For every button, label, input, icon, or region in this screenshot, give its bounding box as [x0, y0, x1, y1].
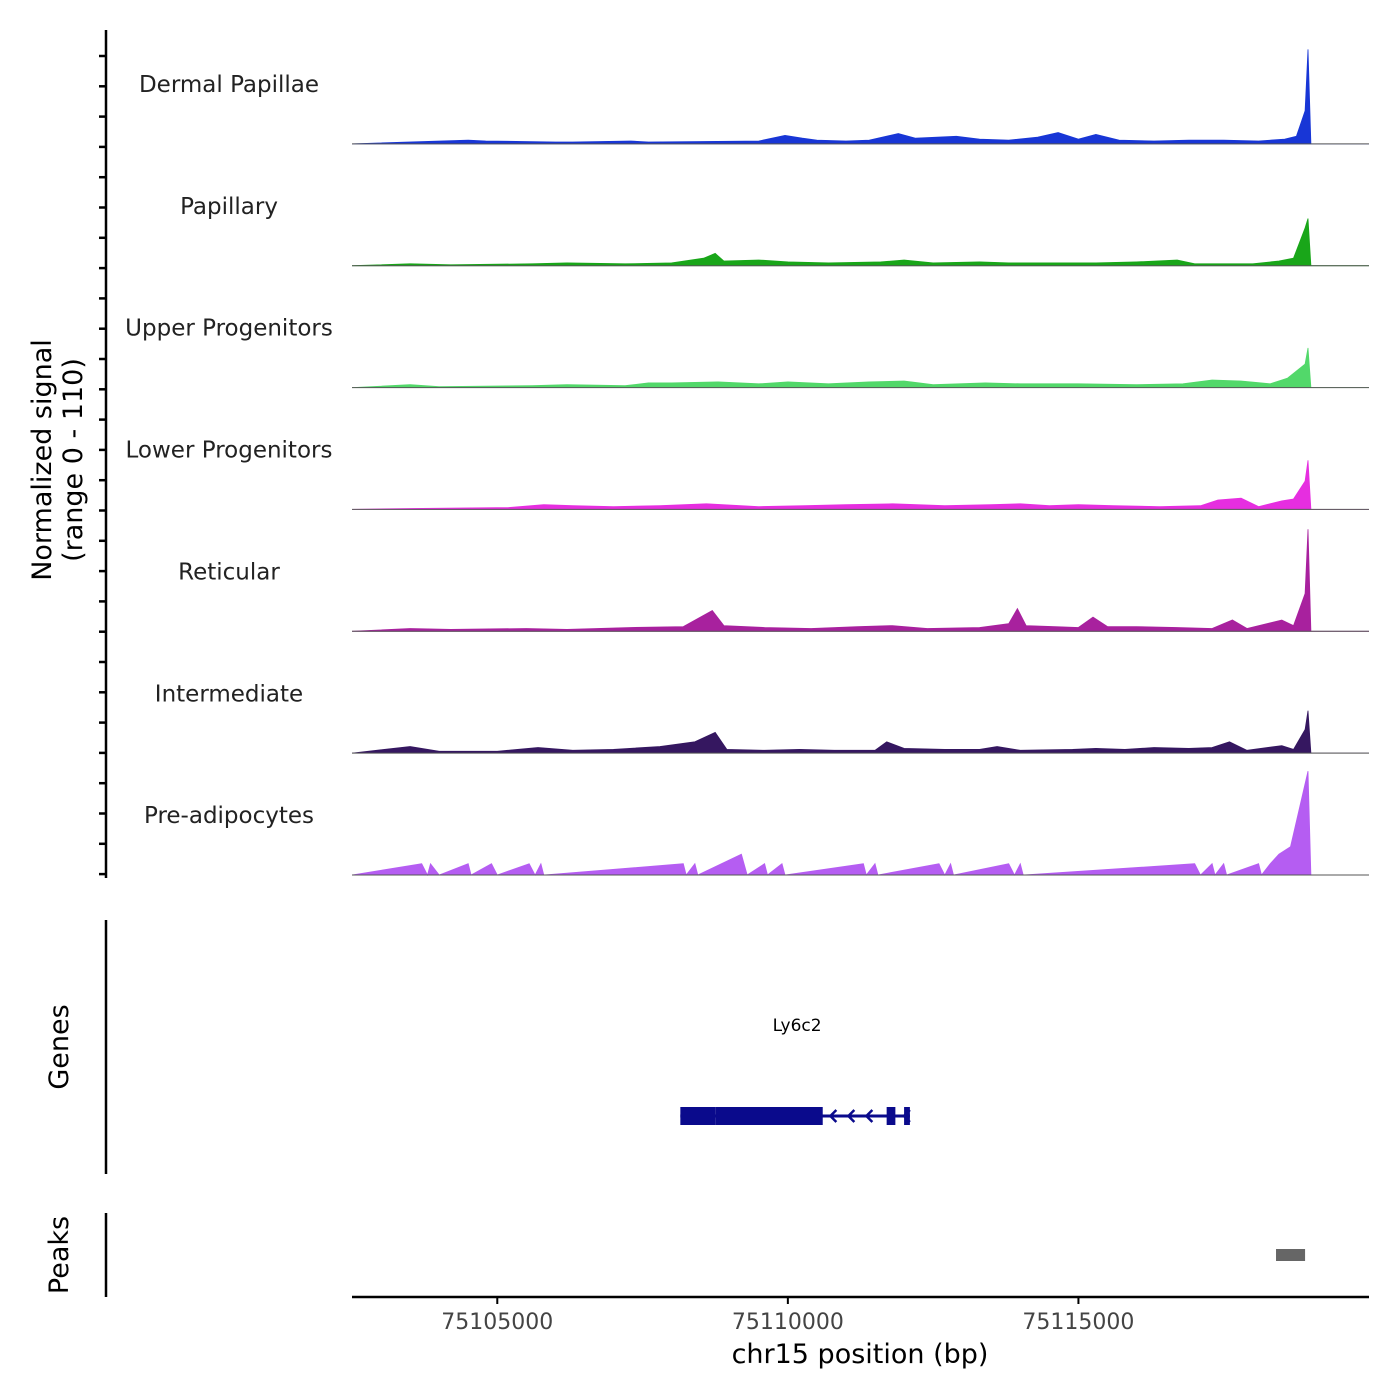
strand-arrow: [902, 1109, 911, 1123]
y-axis-range-label: (range 0 - 110): [58, 358, 89, 562]
x-tick-label: 75110000: [732, 1310, 844, 1335]
track-label: Upper Progenitors: [125, 316, 333, 342]
y-axis-label: Normalized signal: [27, 339, 58, 581]
coverage-area: [351, 529, 1369, 632]
track-pre-adipocytes: Pre-adipocytes: [144, 771, 1369, 877]
peaks-panel: Peaks: [44, 1213, 1306, 1297]
track-label: Dermal Papillae: [139, 72, 319, 98]
coverage-area: [351, 347, 1369, 388]
peak-bar: [1276, 1249, 1306, 1261]
coverage-area: [351, 49, 1369, 145]
strand-arrow: [864, 1109, 874, 1123]
strand-arrow: [828, 1109, 838, 1123]
track-papillary: Papillary: [180, 194, 1369, 267]
x-axis: 75105000 75110000 75115000: [352, 1295, 1369, 1335]
coverage-area: [351, 460, 1369, 510]
coverage-area: [351, 710, 1369, 754]
gene-exon: [715, 1107, 823, 1125]
genes-panel: Genes Ly6c2: [44, 920, 911, 1174]
track-label: Reticular: [178, 559, 280, 585]
x-tick-label: 75105000: [441, 1310, 553, 1335]
gene-label: Ly6c2: [773, 1016, 822, 1036]
track-intermediate: Intermediate: [155, 681, 1369, 754]
track-reticular: Reticular: [178, 529, 1369, 632]
gene-exon: [886, 1107, 896, 1125]
coverage-area: [351, 771, 1369, 877]
track-lower-progenitors: Lower Progenitors: [126, 438, 1369, 510]
track-label: Lower Progenitors: [126, 438, 333, 464]
track-label: Pre-adipocytes: [144, 803, 314, 829]
gene-exon: [680, 1107, 716, 1125]
x-axis-label: chr15 position (bp): [732, 1339, 989, 1370]
genes-panel-label: Genes: [44, 1004, 75, 1089]
track-label: Intermediate: [155, 681, 303, 707]
track-upper-progenitors: Upper Progenitors: [125, 316, 1369, 389]
x-tick-label: 75115000: [1022, 1310, 1134, 1335]
track-dermal-papillae: Dermal Papillae: [139, 49, 1369, 145]
coverage-area: [351, 218, 1369, 267]
peaks-panel-label: Peaks: [44, 1216, 75, 1294]
strand-arrow: [846, 1109, 856, 1123]
track-label: Papillary: [180, 194, 278, 220]
signal-panel: Dermal Papillae Papillary Upper Progenitor…: [99, 30, 1369, 878]
gene-exon: [904, 1107, 910, 1125]
gene-ly6c2: Ly6c2: [680, 1016, 911, 1125]
